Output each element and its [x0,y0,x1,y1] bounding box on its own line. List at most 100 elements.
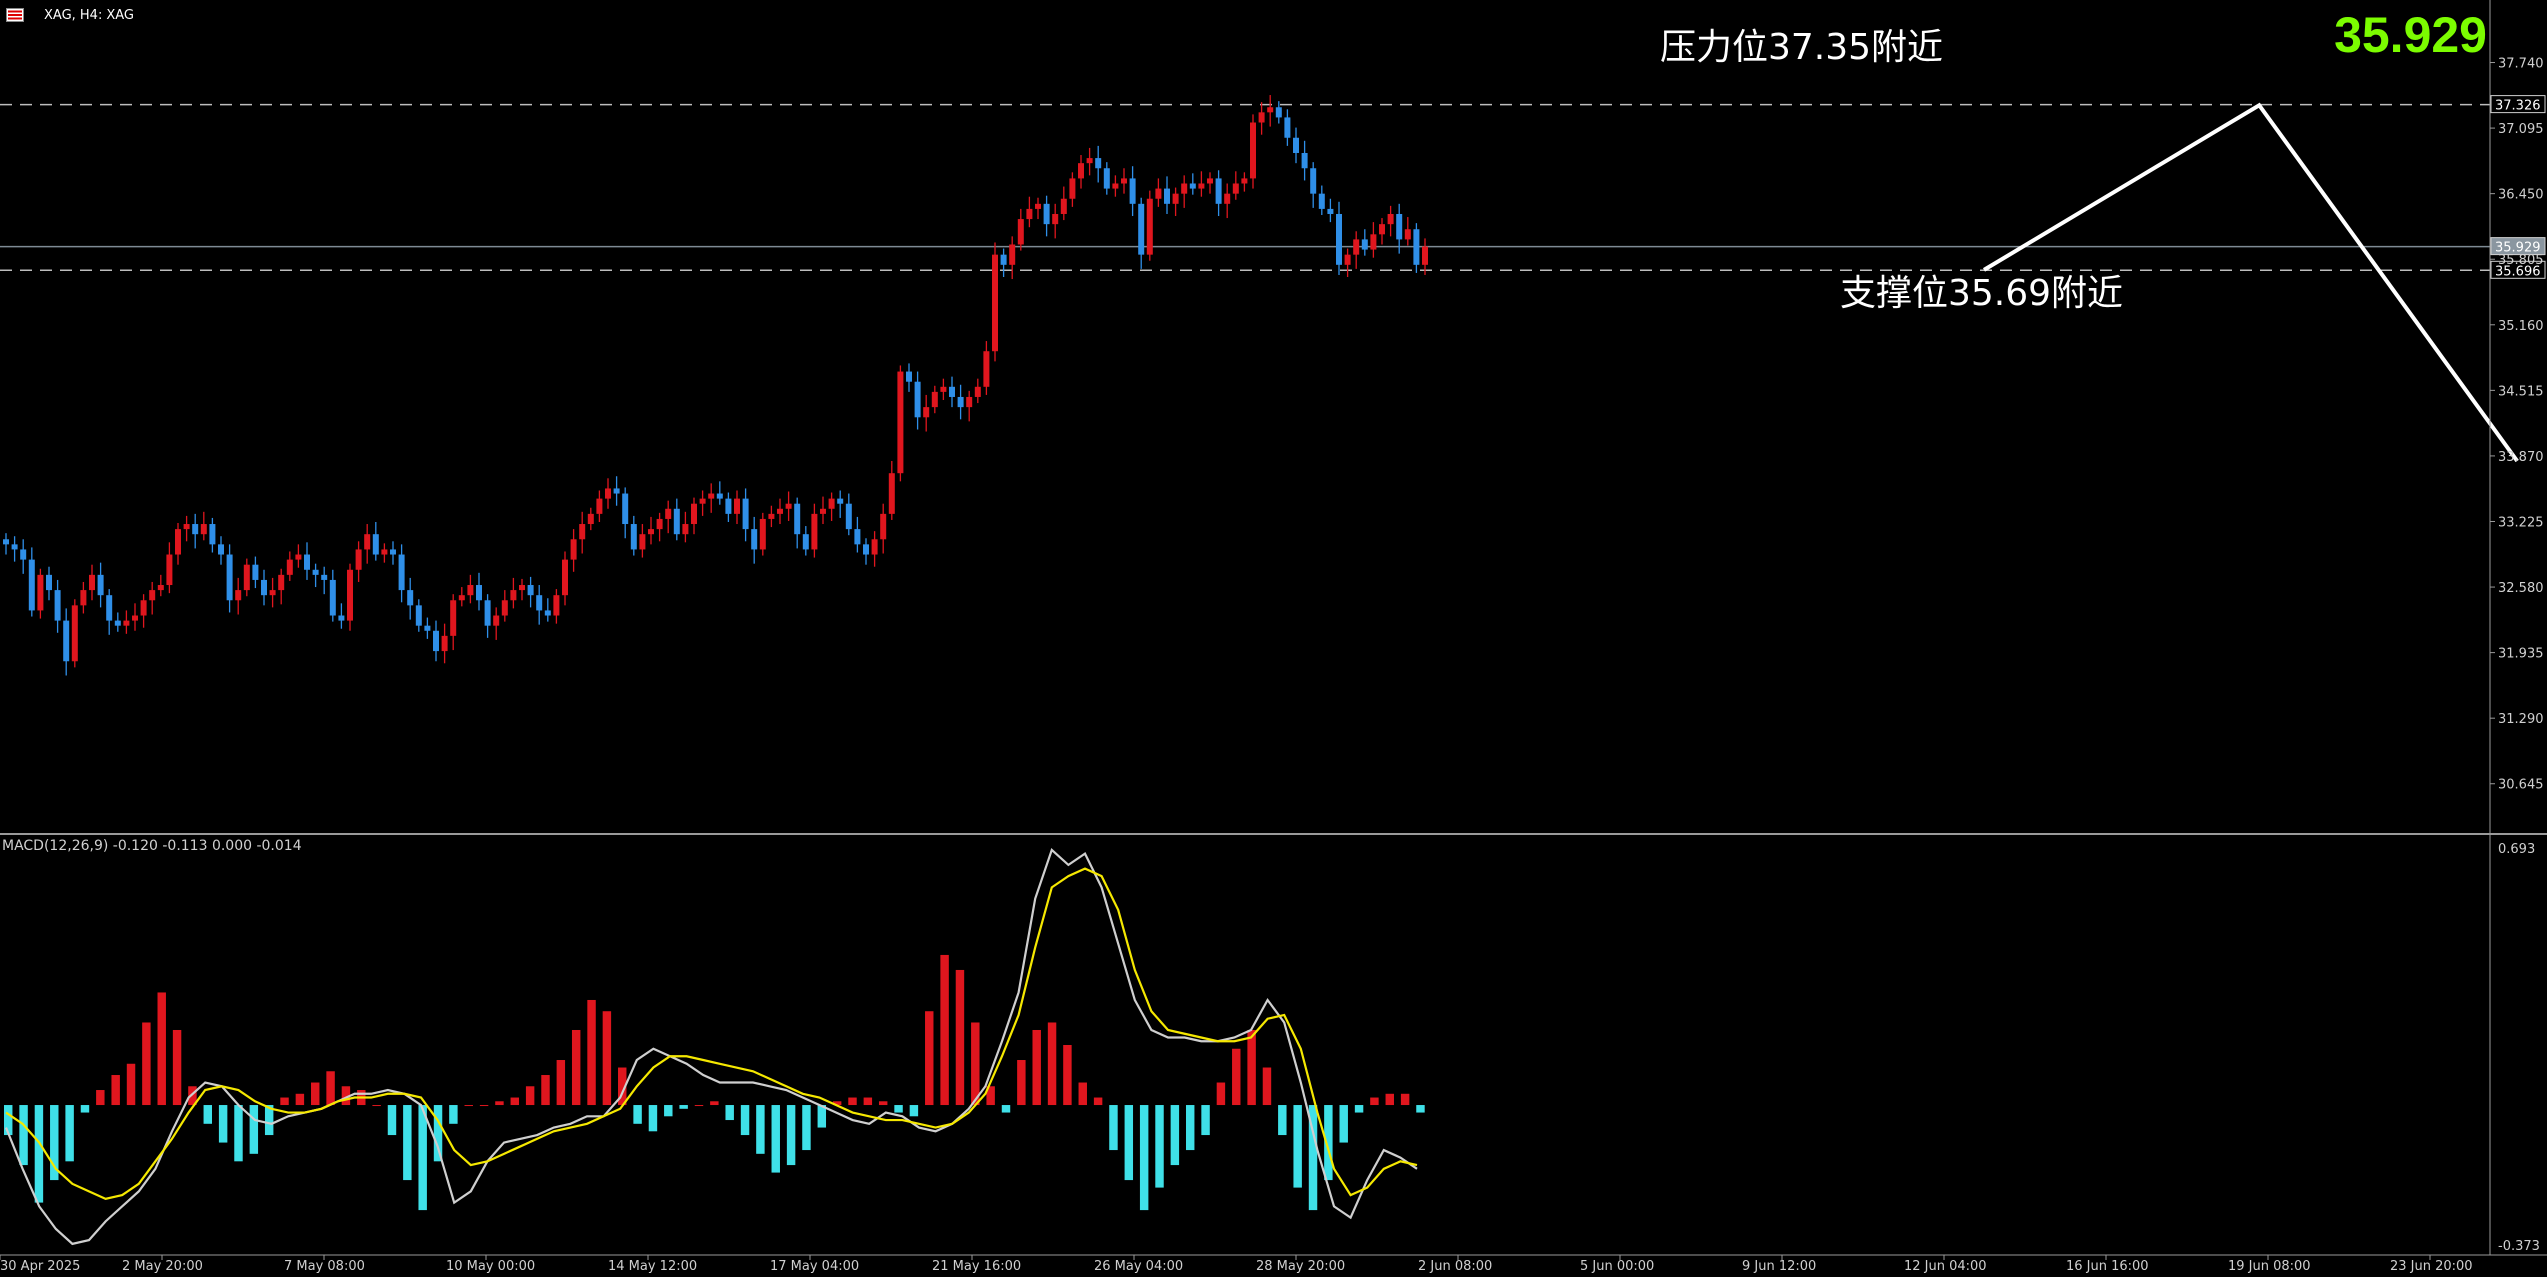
level-tag [2490,95,2546,114]
candle-body [54,590,61,621]
macd-histogram-bar [725,1105,734,1121]
macd-histogram-bar [1385,1093,1394,1106]
macd-histogram-bar [802,1105,811,1151]
macd-histogram-bar [126,1063,136,1106]
macd-histogram-bar [1216,1082,1226,1106]
candle-body [63,620,70,662]
candle-body [312,569,319,575]
candle-body [1146,198,1153,255]
macd-histogram-bar [863,1097,873,1106]
candle-body [527,585,534,596]
macd-histogram-bar [4,1105,13,1136]
candle-body [140,600,147,616]
macd-histogram-bar [710,1101,719,1106]
macd-histogram-bar [326,1071,335,1106]
candle-body [364,534,371,550]
macd-histogram-bar [1001,1105,1011,1113]
macd-histogram-bar [1232,1048,1241,1106]
candle-body [871,539,878,555]
macd-histogram-bar [387,1105,397,1136]
macd-histogram-bar [955,969,965,1106]
macd-histogram-bar [111,1075,120,1106]
candle-body [97,574,104,596]
candle-body [897,371,904,474]
candle-body [1035,203,1041,209]
candle-body [1086,158,1093,164]
macd-histogram-bar [878,1101,888,1106]
candle-body [923,407,930,418]
candle-body [1112,183,1119,189]
candle-body [114,620,121,626]
macd-histogram-bar [234,1105,243,1162]
macd-histogram-bar [694,1105,704,1107]
candle-body [596,498,603,514]
candle-body [914,381,921,418]
candle-body [218,544,224,555]
candle-body [1224,193,1231,204]
candle-body [390,549,396,555]
candle-body [630,524,637,550]
candle-body [957,396,964,408]
macd-histogram-bar [587,999,596,1106]
candle-body [665,508,672,519]
macd-histogram-bar [264,1105,274,1136]
candle-body [966,396,973,408]
level-tag [2490,260,2546,279]
macd-histogram-bar [1247,1029,1256,1106]
candle-body [768,513,775,519]
support-annotation: 支撑位35.69附近 [1840,273,2124,314]
macd-histogram-bar [449,1105,458,1124]
macd-histogram-bar [19,1105,28,1166]
macd-histogram-bar [403,1105,412,1181]
macd-histogram-bar [556,1060,566,1106]
macd-histogram-bar [464,1105,473,1107]
macd-histogram-bar [940,954,949,1106]
candle-body [484,600,491,626]
y-tick-label: 35.160 [2498,319,2544,334]
candle-body [243,564,250,591]
candle-body [1103,168,1110,189]
macd-histogram-bar [1324,1105,1333,1181]
candle-body [1078,163,1084,179]
candle-body [493,615,500,626]
macd-histogram-bar [848,1097,857,1106]
chart-window-icon[interactable] [6,8,24,22]
macd-histogram-bar [894,1105,903,1113]
y-tick-label: 32.580 [2498,581,2544,596]
candle-body [656,518,663,530]
x-tick-label: 19 Jun 08:00 [2228,1259,2311,1273]
candle-body [1284,117,1291,138]
macd-histogram-bar [1047,1022,1057,1106]
candle-body [1017,219,1024,245]
candle-body [458,595,465,601]
macd-histogram-bar [1017,1060,1026,1106]
macd-histogram-bar [1063,1045,1072,1106]
current-price-display: 35.929 [2334,7,2487,63]
candle-body [1370,234,1377,250]
candle-body [1095,158,1102,169]
macd-histogram-bar [203,1105,212,1124]
window-title: XAG, H4: [44,7,103,23]
candle-body [1353,239,1360,255]
candle-body [106,595,113,621]
candle-body [1181,183,1188,194]
candle-body [1379,224,1385,235]
macd-histogram-bar [34,1105,44,1203]
resistance-annotation: 压力位37.35附近 [1660,27,1944,68]
candle-body [304,554,310,570]
macd-histogram-bar [1416,1105,1425,1113]
macd-histogram-bar [157,992,166,1106]
candle-body [570,539,577,560]
candle-body [785,503,792,509]
candle-body [1026,208,1033,220]
x-tick-label: 26 May 04:00 [1094,1259,1183,1273]
level-tag-label: 35.929 [2495,241,2541,256]
x-tick-label: 7 May 08:00 [284,1259,365,1273]
y-tick-label: 35.805 [2498,253,2544,268]
candle-body [1009,244,1016,265]
candle-body [983,351,990,387]
macd-y-tick-label: 0.693 [2498,842,2535,857]
